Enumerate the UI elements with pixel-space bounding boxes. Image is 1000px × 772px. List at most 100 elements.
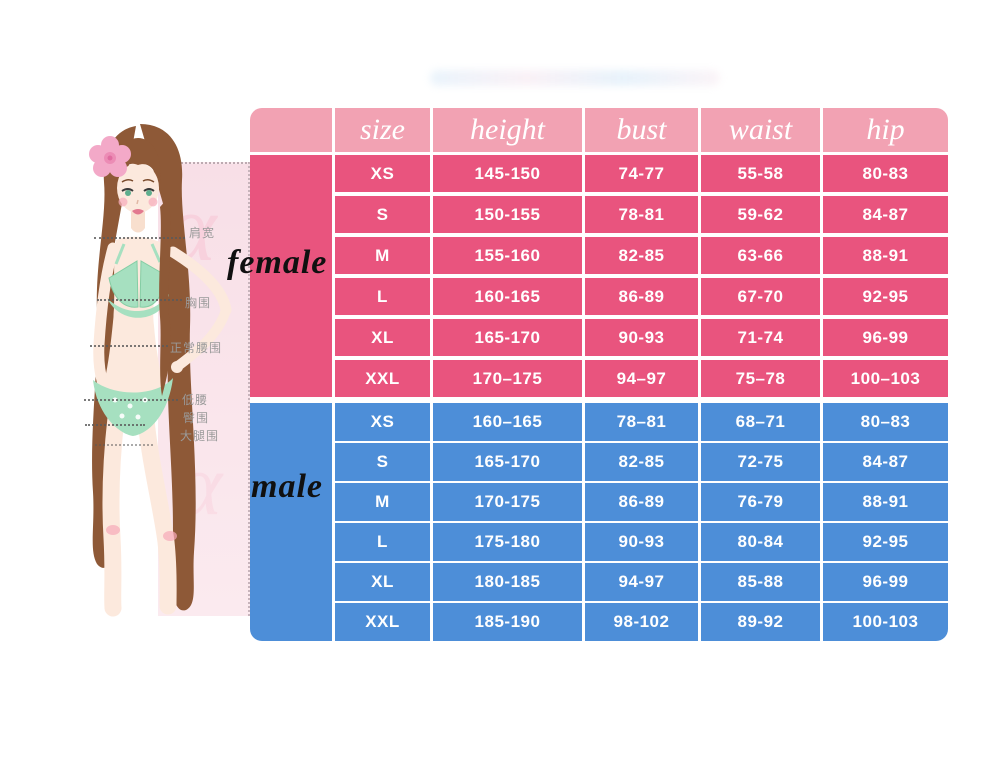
- right-leg: [137, 411, 177, 615]
- male-S-waist-cell: 72-75: [701, 443, 820, 481]
- female-L-waist-cell: 67-70: [701, 278, 820, 315]
- size-table: size height bust waist hip XS 145-150 74-7…: [250, 108, 948, 641]
- bust-measure-line: [97, 299, 182, 301]
- female-section: XS 145-150 74-77 55-58 80-83 S 150-155 78-81 59-…: [250, 155, 948, 397]
- knee-blush: [106, 525, 120, 535]
- female-M-waist-cell: 63-66: [701, 237, 820, 274]
- bikini-cup-left: [108, 260, 139, 308]
- male-L-hip-cell: 92-95: [823, 523, 948, 561]
- male-XS-bust-cell: 78–81: [585, 403, 698, 441]
- male-M-hip-cell: 88-91: [823, 483, 948, 521]
- male-XL-waist-cell: 85-88: [701, 563, 820, 601]
- bikini-strap: [150, 243, 162, 263]
- cheek-blush: [148, 197, 158, 207]
- male-S-bust-cell: 82-85: [585, 443, 698, 481]
- female-XL-size-cell: XL: [335, 319, 430, 356]
- polka-dot: [119, 413, 125, 419]
- female-XS-bust-cell: 74-77: [585, 155, 698, 192]
- male-rows: XS 160–165 78–81 68–71 80–83 S 165-170 82-85 72-…: [335, 403, 948, 641]
- male-L-waist-cell: 80-84: [701, 523, 820, 561]
- male-XXL-bust-cell: 98-102: [585, 603, 698, 641]
- female-M-height-cell: 155-160: [433, 237, 582, 274]
- male-XXL-size-cell: XXL: [335, 603, 430, 641]
- header-size: size: [335, 108, 430, 152]
- eye: [146, 190, 152, 196]
- thigh-measure-line: [95, 444, 153, 446]
- female-M-bust-cell: 82-85: [585, 237, 698, 274]
- male-S-hip-cell: 84-87: [823, 443, 948, 481]
- female-figure-illustration: [89, 124, 232, 617]
- female-L-hip-cell: 92-95: [823, 278, 948, 315]
- knee-blush: [163, 531, 177, 541]
- male-L-size-cell: L: [335, 523, 430, 561]
- eyelash: [143, 188, 155, 192]
- cheek-blush: [118, 197, 128, 207]
- female-XS-height-cell: 145-150: [433, 155, 582, 192]
- right-upper-arm: [167, 246, 232, 316]
- female-XL-hip-cell: 96-99: [823, 319, 948, 356]
- lips: [132, 209, 144, 215]
- bikini-strap: [114, 243, 126, 265]
- male-XS-size-cell: XS: [335, 403, 430, 441]
- female-S-waist-cell: 59-62: [701, 196, 820, 233]
- female-section-label: female: [227, 244, 328, 281]
- header-bust: bust: [585, 108, 698, 152]
- female-XXL-size-cell: XXL: [335, 360, 430, 397]
- right-forearm: [173, 305, 231, 371]
- female-XXL-waist-cell: 75–78: [701, 360, 820, 397]
- female-XS-size-cell: XS: [335, 155, 430, 192]
- male-XL-bust-cell: 94-97: [585, 563, 698, 601]
- left-leg: [102, 409, 125, 617]
- header-gender-cell: [250, 108, 332, 152]
- nose: [136, 199, 139, 205]
- male-label-column: [250, 403, 332, 641]
- female-XXL-bust-cell: 94–97: [585, 360, 698, 397]
- header-hip: hip: [823, 108, 948, 152]
- bust-label: 胸围: [185, 296, 212, 310]
- female-L-height-cell: 160-165: [433, 278, 582, 315]
- header-waist: waist: [701, 108, 820, 152]
- bikini-bottom: [93, 378, 173, 436]
- eye: [125, 190, 131, 196]
- eyebrow: [121, 178, 134, 183]
- hip-label: 臀围: [183, 411, 210, 425]
- hand: [171, 361, 183, 373]
- faint-watermark: [430, 70, 720, 86]
- shoulder-width-label: 肩宽: [189, 226, 216, 240]
- female-XS-waist-cell: 55-58: [701, 155, 820, 192]
- eyelash: [121, 188, 134, 192]
- female-rows: XS 145-150 74-77 55-58 80-83 S 150-155 78-81 59-…: [335, 155, 948, 397]
- female-label-column: [250, 155, 332, 397]
- female-S-size-cell: S: [335, 196, 430, 233]
- male-S-height-cell: 165-170: [433, 443, 582, 481]
- thigh-label: 大腿围: [180, 429, 220, 443]
- female-L-size-cell: L: [335, 278, 430, 315]
- male-section-label: male: [251, 468, 323, 505]
- male-XL-hip-cell: 96-99: [823, 563, 948, 601]
- male-XS-hip-cell: 80–83: [823, 403, 948, 441]
- male-XXL-waist-cell: 89-92: [701, 603, 820, 641]
- female-L-bust-cell: 86-89: [585, 278, 698, 315]
- female-XL-bust-cell: 90-93: [585, 319, 698, 356]
- female-XS-hip-cell: 80-83: [823, 155, 948, 192]
- male-M-waist-cell: 76-79: [701, 483, 820, 521]
- male-XL-height-cell: 180-185: [433, 563, 582, 601]
- male-XL-size-cell: XL: [335, 563, 430, 601]
- female-XXL-height-cell: 170–175: [433, 360, 582, 397]
- female-S-hip-cell: 84-87: [823, 196, 948, 233]
- male-XXL-height-cell: 185-190: [433, 603, 582, 641]
- male-M-bust-cell: 86-89: [585, 483, 698, 521]
- polka-dot: [135, 414, 141, 420]
- normal-waist-label: 正常腰围: [170, 341, 223, 355]
- female-XXL-hip-cell: 100–103: [823, 360, 948, 397]
- eyebrow: [142, 178, 155, 183]
- male-XS-height-cell: 160–165: [433, 403, 582, 441]
- header-height: height: [433, 108, 582, 152]
- shoulder-measure-line: [94, 237, 185, 239]
- female-M-size-cell: M: [335, 237, 430, 274]
- flower-hair-accessory: [89, 136, 131, 177]
- male-S-size-cell: S: [335, 443, 430, 481]
- hair-left-strand: [92, 126, 136, 568]
- male-section: XS 160–165 78–81 68–71 80–83 S 165-170 82-85 72-…: [250, 403, 948, 641]
